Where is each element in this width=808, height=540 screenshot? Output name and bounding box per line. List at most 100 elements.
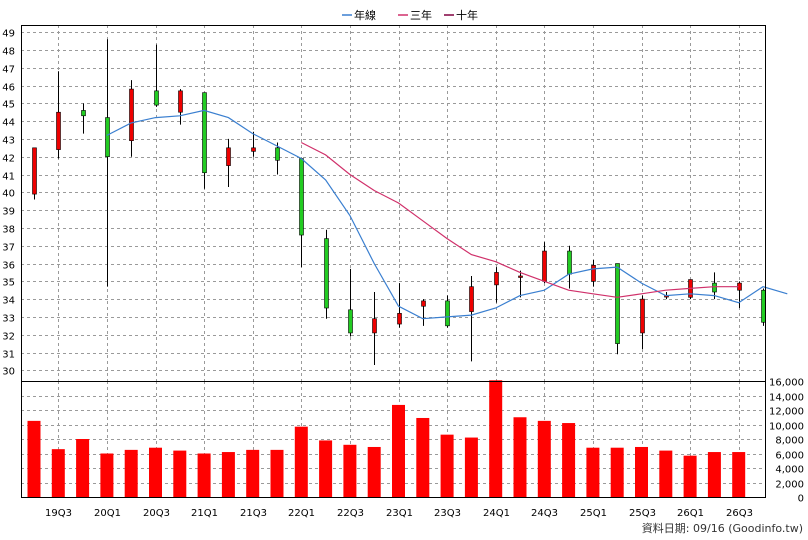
volume-bar [149,447,162,497]
legend-label: 年線 [354,8,376,22]
chart-frames [21,25,766,498]
candle [591,259,596,287]
candle-body [542,250,547,282]
price-tick-label: 36 [2,261,15,272]
candlesticks [32,39,766,365]
volume-bar [221,452,235,497]
price-tick-label: 45 [2,100,15,111]
x-tick-label: 24Q3 [531,508,558,519]
volume-bar [246,449,260,497]
volume-bar [343,444,357,497]
price-tick-label: 38 [2,225,15,236]
price-tick-label: 31 [2,350,15,361]
price-tick-label: 30 [2,367,15,378]
candle [105,39,110,287]
volume-bar [683,455,697,497]
candle-body [567,250,572,275]
volume-bar [707,452,721,497]
candle-body [81,110,86,117]
price-tick-label: 40 [2,189,15,200]
candle [32,147,37,200]
volume-bar [173,450,187,497]
price-tick-label: 33 [2,314,15,325]
data-date-note: 資料日期: 09/16 (Goodinfo.tw) [642,521,803,535]
candle-body [275,147,280,161]
candle-body [348,309,353,334]
volume-bar [732,452,746,497]
candle [397,283,402,328]
price-tick-label: 43 [2,136,15,147]
candle-body [178,90,183,113]
volume-tick-label: 16,000 [769,378,804,389]
price-tick-label: 32 [2,332,15,343]
x-tick-label: 26Q3 [726,508,753,519]
price-panel-frame [21,25,766,382]
price-tick-label: 35 [2,278,15,289]
candle [372,292,377,365]
candle-body [154,90,159,106]
x-tick-label: 22Q3 [337,508,364,519]
candle-body [32,147,37,195]
chart-legend: 年線 三年 十年 [342,8,478,22]
candle-body [105,117,110,158]
x-tick-label: 23Q1 [386,508,413,519]
volume-bar [367,446,381,497]
candle-body [56,111,61,150]
volume-bar [537,420,551,497]
candle [567,245,572,289]
volume-bar [489,380,503,497]
volume-bar [197,453,211,497]
volume-panel-frame [21,381,766,498]
candle [324,229,329,319]
candle [615,263,620,355]
volume-bar [76,439,90,497]
volume-tick-label: 8,000 [775,436,804,447]
price-tick-label: 44 [2,118,15,129]
candle-body [372,318,377,334]
price-tick-label: 37 [2,243,15,254]
candle-body [640,298,645,334]
candle [494,267,499,303]
candle-body [397,313,402,325]
volume-tick-label: 0 [798,494,804,505]
candle [56,71,61,159]
candle-body [421,300,426,307]
volume-bar [440,434,454,497]
volume-bar [416,417,430,497]
candle [445,295,450,328]
price-tick-label: 39 [2,207,15,218]
legend-label: 十年 [456,8,478,22]
candle [226,138,231,187]
candle-body [324,238,329,309]
candle-body [712,282,717,293]
volume-bar [610,447,624,497]
legend-label: 三年 [410,8,432,22]
x-tick-label: 20Q1 [94,508,121,519]
x-tick-label: 21Q1 [191,508,218,519]
x-tick-label: 26Q1 [677,508,704,519]
candle [640,295,645,349]
candle [761,288,766,326]
candle-body [591,264,596,282]
candle [737,281,742,309]
candle [81,103,86,134]
candle [518,270,523,298]
volume-bar [513,417,527,497]
price-tick-label: 34 [2,296,15,307]
volume-bar [392,404,405,497]
price-axis-ticks: 30 31 32 33 34 35 36 37 38 39 40 41 42 43 44 45 46 47 48 49 [2,29,15,378]
volume-bar [659,450,673,497]
x-tick-label: 25Q3 [629,508,656,519]
volume-bar [100,453,114,497]
price-tick-label: 47 [2,65,15,76]
candle-body [129,88,134,142]
candle-body [251,147,256,152]
volume-tick-label: 14,000 [769,393,804,404]
candle [275,142,280,175]
candle [154,44,159,107]
price-tick-label: 41 [2,172,15,183]
x-tick-label: 24Q1 [483,508,510,519]
volume-bar [124,449,138,497]
x-tick-label: 20Q3 [143,508,170,519]
